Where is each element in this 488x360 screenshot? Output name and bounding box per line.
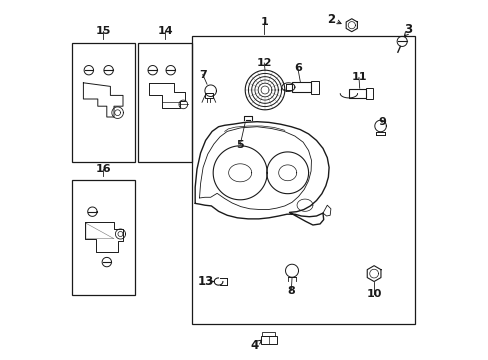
Text: 4: 4 [249,339,258,352]
Text: 5: 5 [236,140,244,150]
Bar [348,89,366,98]
Bar [310,81,318,94]
Text: 2: 2 [326,13,334,26]
Text: 13: 13 [197,275,213,288]
Text: 15: 15 [95,26,110,36]
Text: 3: 3 [404,23,411,36]
Text: 9: 9 [377,117,385,127]
Text: 8: 8 [287,285,295,296]
Text: 14: 14 [157,26,173,36]
Bar [72,180,134,295]
Text: 6: 6 [293,63,301,73]
Text: 1: 1 [260,17,267,27]
Bar [262,332,274,336]
Text: 11: 11 [350,72,366,82]
Bar [366,88,373,99]
Bar [291,82,310,92]
Text: 16: 16 [95,164,111,174]
Bar [204,93,212,98]
Bar [260,336,276,344]
Bar [192,36,415,324]
Text: 7: 7 [199,69,206,80]
Text: 10: 10 [366,289,381,300]
Bar [138,43,192,162]
Bar [72,43,134,162]
Text: 12: 12 [256,58,271,68]
